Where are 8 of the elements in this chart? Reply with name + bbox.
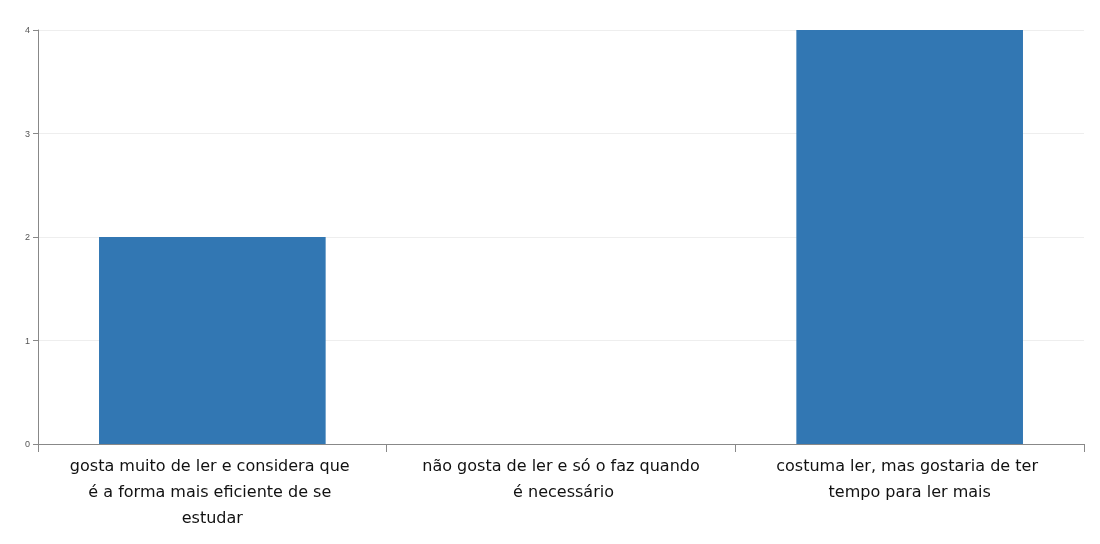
- y-tick-label: 4: [24, 25, 30, 35]
- y-tick-label: 2: [24, 232, 30, 242]
- y-tick-label: 1: [24, 335, 30, 346]
- x-tick-label: não gosta de ler e só o faz quando é necessário: [422, 455, 700, 501]
- y-tick-label: 3: [24, 128, 30, 139]
- x-tick-label: costuma ler, mas gostaria de ter tempo para ler mais: [776, 455, 1044, 501]
- x-tick-label: gosta muito de ler e considera que é a forma mais eficiente de se estudar: [69, 455, 355, 527]
- y-tick-label: 0: [24, 439, 30, 449]
